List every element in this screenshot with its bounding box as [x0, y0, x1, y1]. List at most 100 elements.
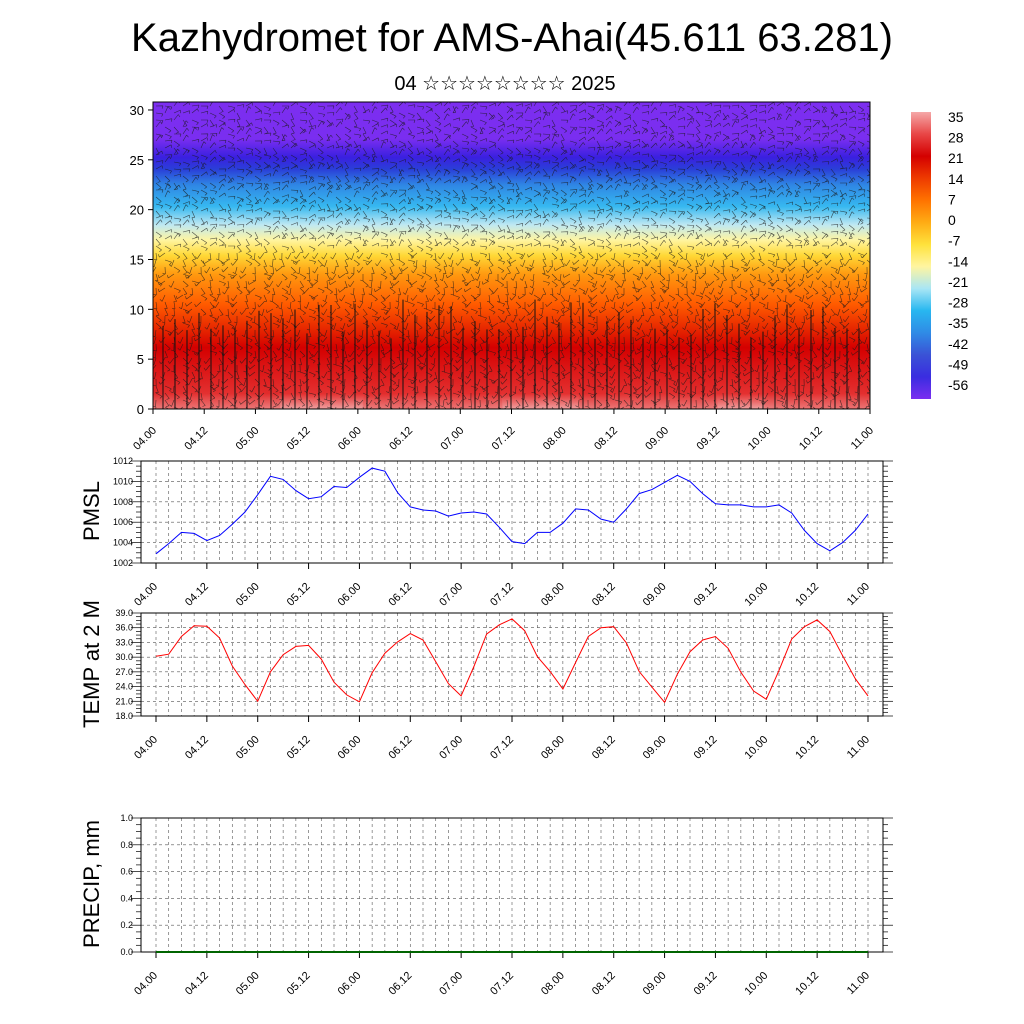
warm-spot-1: [362, 339, 503, 409]
xtick-label: 05.12: [285, 734, 313, 762]
ytick-label: 1006: [113, 517, 133, 527]
heatmap-xtick-label: 06.12: [387, 425, 415, 453]
panel-grid: [141, 460, 883, 564]
heatmap-xtick-label: 11.00: [849, 425, 876, 452]
heatmap-ytick-label: 0: [137, 402, 144, 417]
panel-ylabel: TEMP at 2 M: [79, 600, 104, 728]
ytick-label: 1004: [113, 538, 133, 548]
xtick-label: 06.00: [336, 581, 364, 609]
xtick-label: 09.00: [641, 581, 669, 609]
heatmap-ytick-label: 30: [130, 103, 144, 118]
heatmap-xtick-label: 10.12: [797, 425, 825, 453]
xtick-label: 04.12: [183, 581, 211, 609]
xtick-label: 05.00: [234, 970, 262, 998]
chart-title: Kazhydromet for AMS-Ahai(45.611 63.281): [131, 16, 893, 60]
ytick-label: 0.8: [120, 840, 133, 850]
xtick-label: 08.00: [539, 970, 567, 998]
xtick-label: 08.12: [590, 970, 618, 998]
colorbar-label: -56: [948, 377, 968, 393]
ytick-label: 1002: [113, 558, 133, 568]
xtick-label: 05.12: [285, 581, 313, 609]
xtick-label: 09.12: [692, 734, 720, 762]
xtick-label: 07.12: [488, 734, 516, 762]
xtick-label: 09.00: [641, 734, 669, 762]
panel-grid: [141, 612, 883, 717]
xtick-label: 09.00: [641, 970, 669, 998]
xtick-label: 11.00: [845, 734, 872, 761]
ytick-label: 39.0: [115, 608, 133, 618]
xtick-label: 06.12: [386, 581, 414, 609]
heatmap-xtick-label: 05.12: [285, 425, 313, 453]
heatmap-xtick-label: 10.00: [746, 425, 774, 453]
xtick-label: 06.00: [336, 734, 364, 762]
xtick-label: 10.00: [742, 734, 770, 762]
colorbar-label: 7: [948, 191, 956, 207]
xtick-label: 11.00: [845, 970, 872, 997]
panel-frame: [140, 612, 884, 717]
xtick-label: 09.12: [692, 581, 720, 609]
colorbar-label: 21: [948, 150, 964, 166]
precip-panel: PRECIP, mm 0.0 0.2 0.4 0.6 0.8 1.0 04.00 04.12 05…: [79, 813, 893, 998]
colorbar-label: -49: [948, 356, 968, 372]
pmsl-panel: PMSL 1002 1004 1006 1008 1010 1012 04.00 04.12 05…: [79, 456, 893, 609]
xtick-label: 04.12: [183, 734, 211, 762]
chart-subtitle: 04 ☆☆☆☆☆☆☆☆ 2025: [394, 73, 616, 95]
heatmap-ytick-label: 20: [130, 203, 144, 218]
ytick-label: 21.0: [115, 696, 133, 706]
ytick-label: 30.0: [115, 652, 133, 662]
xtick-label: 08.00: [539, 734, 567, 762]
xtick-label: 11.00: [845, 581, 872, 608]
wind-barbs: [153, 102, 870, 409]
colorbar-label: 0: [948, 212, 956, 228]
colorbar-label: -42: [948, 336, 968, 352]
ytick-label: 1012: [113, 456, 133, 466]
xtick-label: 04.00: [132, 734, 160, 762]
panel-grid: [141, 817, 883, 953]
xtick-label: 10.00: [742, 581, 770, 609]
ytick-label: 33.0: [115, 637, 133, 647]
xtick-label: 08.12: [590, 581, 618, 609]
heatmap-field: [153, 102, 870, 409]
xtick-label: 05.12: [285, 970, 313, 998]
xtick-label: 08.00: [539, 581, 567, 609]
ytick-label: 0.4: [120, 893, 133, 903]
heatmap-xtick-label: 09.12: [695, 425, 723, 453]
wind-barb-strokes: [153, 102, 870, 409]
ytick-label: 24.0: [115, 682, 133, 692]
ytick-label: 0.0: [120, 947, 133, 957]
ytick-label: 27.0: [115, 667, 133, 677]
heatmap-xtick-label: 04.12: [182, 425, 210, 453]
heatmap-panel: 0 5 10 15 20 25 30 04.00 04.12 05.00 05.12 06.00 06.…: [130, 101, 876, 453]
xtick-label: 10.00: [742, 970, 770, 998]
colorbar-label: 28: [948, 130, 964, 146]
heatmap-xtick-label: 09.00: [643, 425, 671, 453]
colorbar-label: 35: [948, 109, 964, 125]
xtick-label: 04.00: [132, 970, 160, 998]
xtick-label: 06.12: [386, 970, 414, 998]
heatmap-xtick-label: 06.00: [336, 425, 364, 453]
xtick-label: 07.00: [437, 970, 465, 998]
colorbar-label: -28: [948, 295, 968, 311]
warm-spot-3: [764, 339, 870, 409]
heatmap-xtick-label: 07.12: [490, 425, 518, 453]
xtick-label: 09.12: [692, 970, 720, 998]
heatmap-ytick-label: 25: [130, 153, 144, 168]
ytick-label: 36.0: [115, 623, 133, 633]
xtick-label: 07.00: [437, 734, 465, 762]
xtick-label: 10.12: [793, 734, 821, 762]
heatmap-xtick-label: 07.00: [438, 425, 466, 453]
xtick-label: 07.00: [437, 581, 465, 609]
xtick-label: 07.12: [488, 970, 516, 998]
xtick-label: 08.12: [590, 734, 618, 762]
colorbar-label: -35: [948, 315, 968, 331]
ytick-label: 1010: [113, 476, 133, 486]
xtick-label: 07.12: [488, 581, 516, 609]
temp-panel: TEMP at 2 M 18.0 21.0 24.0 27.0 30.0 33.0 36.0 3…: [79, 600, 893, 762]
heatmap-xtick-label: 08.12: [592, 425, 620, 453]
xtick-label: 05.00: [234, 581, 262, 609]
heatmap-ytick-label: 10: [130, 302, 144, 317]
ytick-label: 18.0: [115, 711, 133, 721]
colorbar-label: -21: [948, 274, 968, 290]
xtick-label: 06.12: [386, 734, 414, 762]
ytick-label: 1008: [113, 497, 133, 507]
